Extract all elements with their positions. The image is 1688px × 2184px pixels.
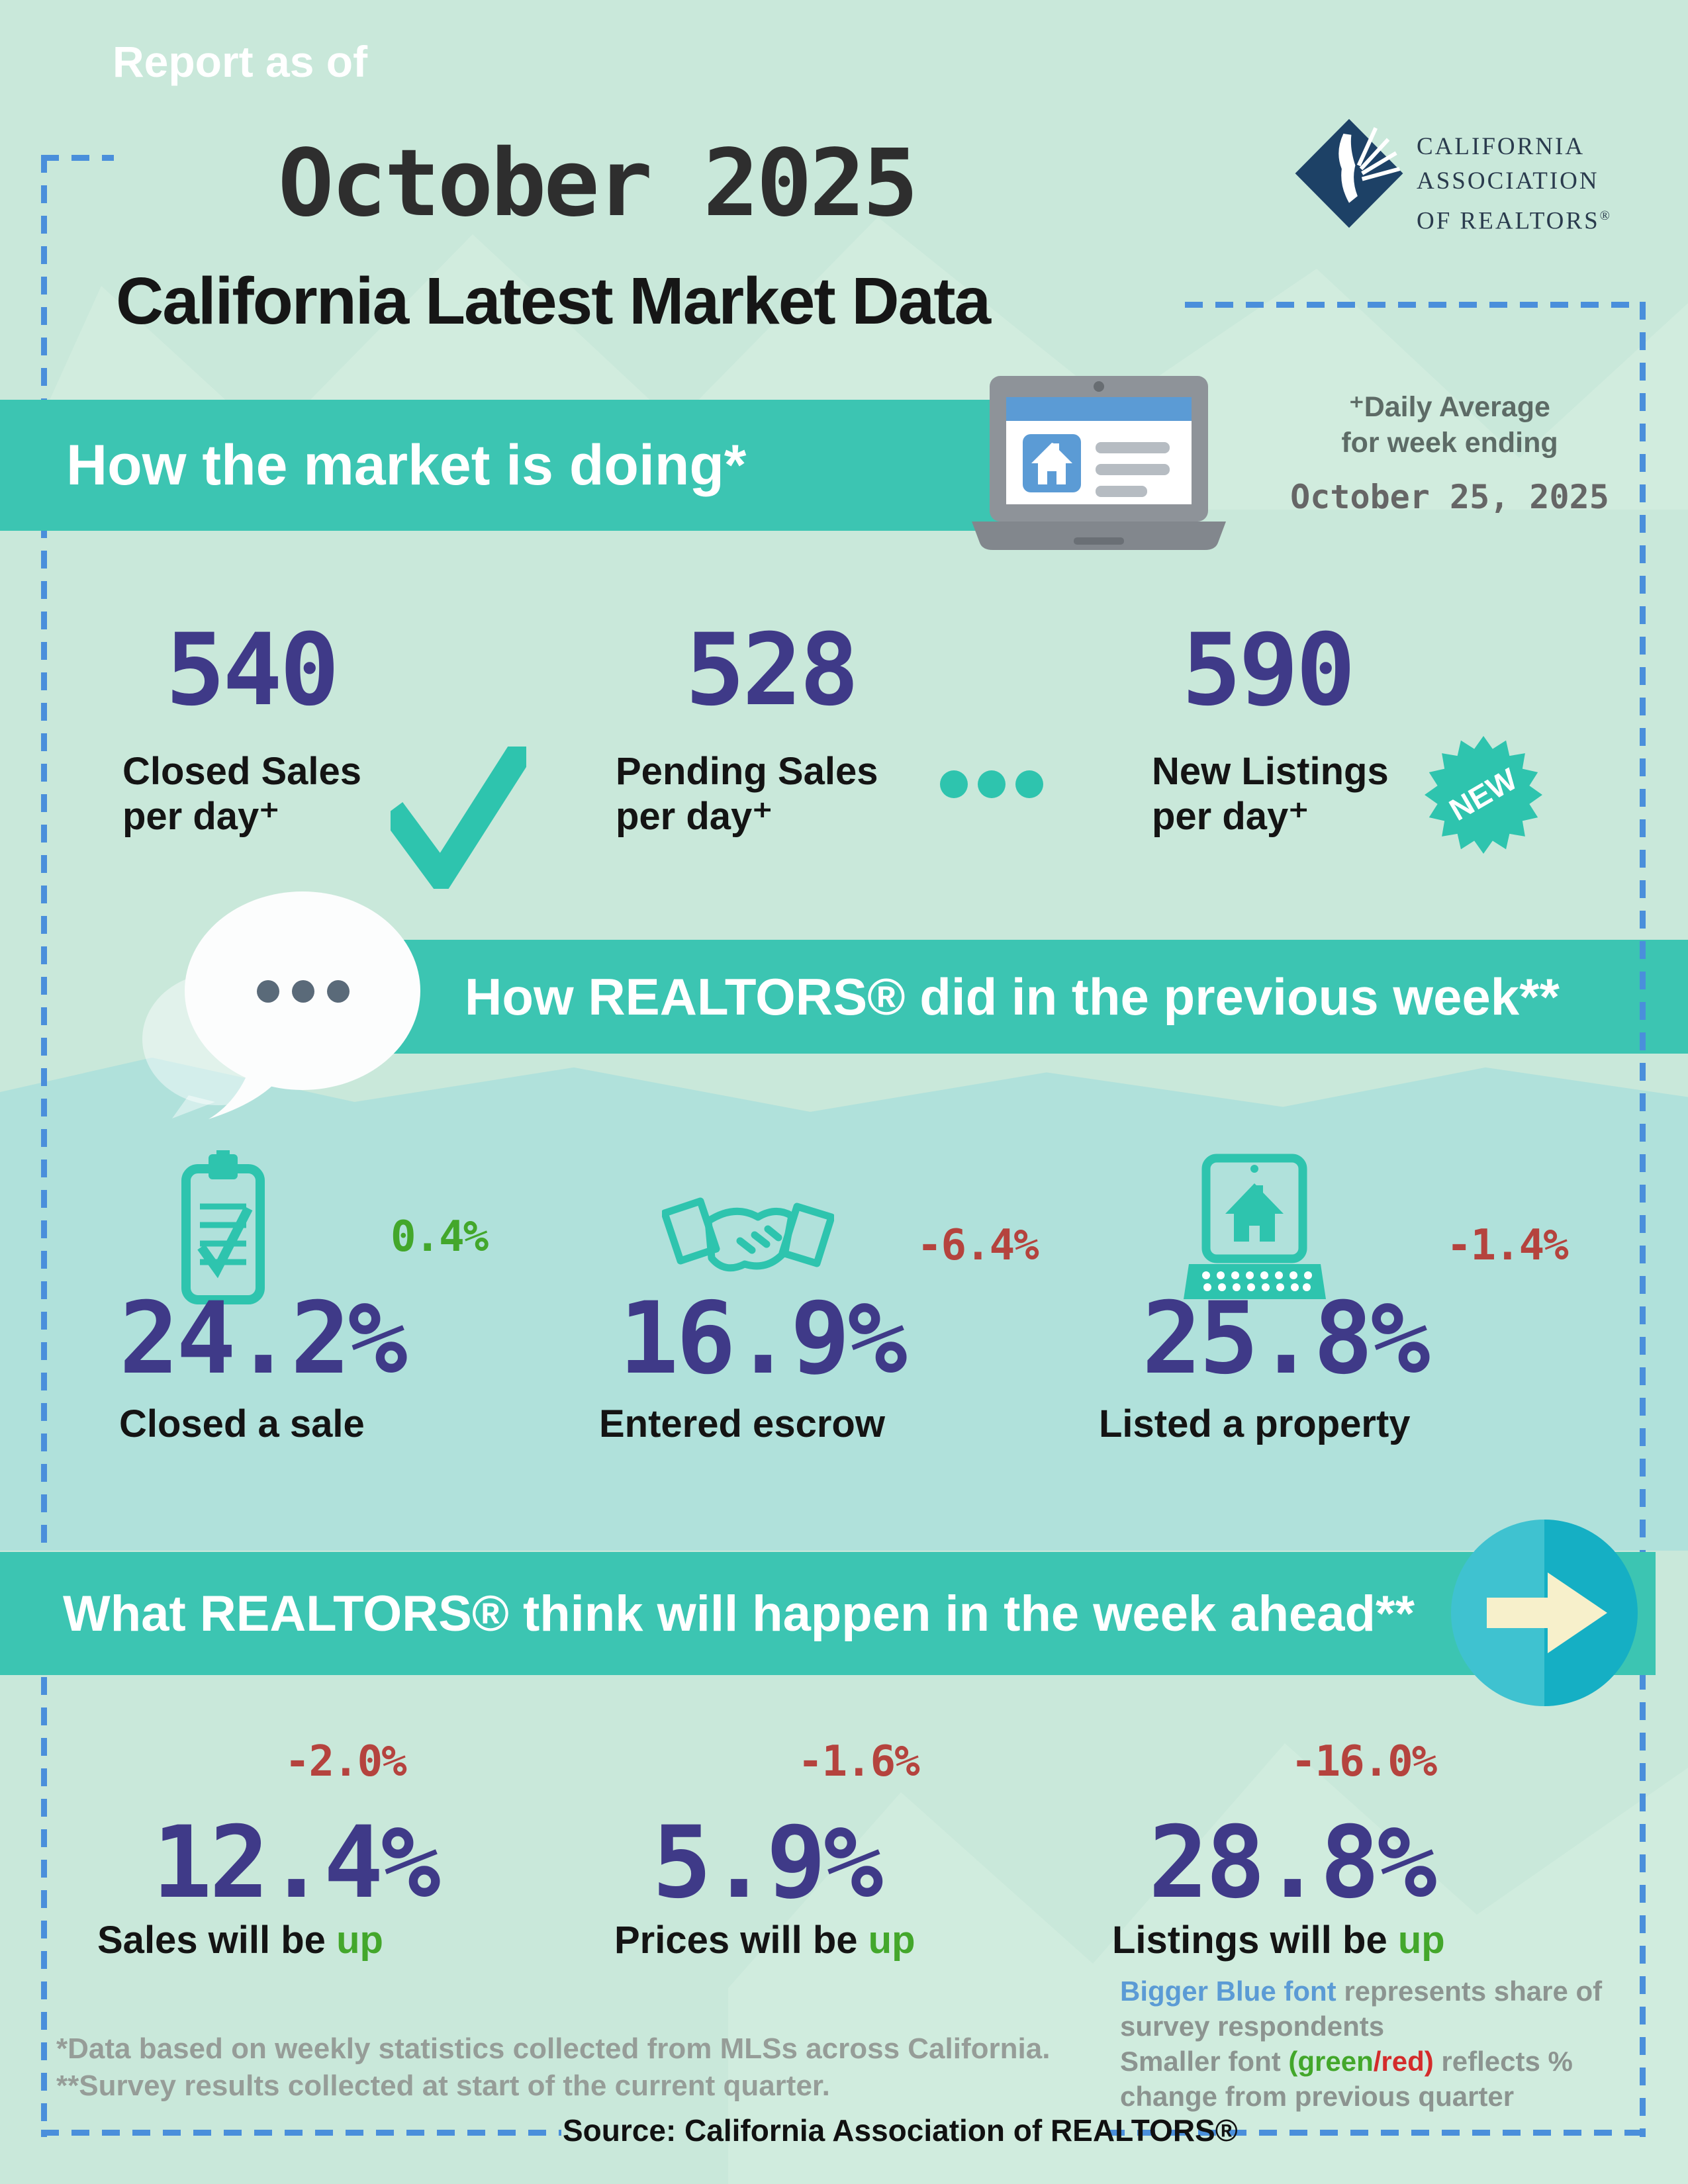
registered-mark: ® [1599,208,1612,223]
footnote-1: *Data based on weekly statistics collect… [56,2032,1051,2065]
speech-bubbles-icon [142,891,420,1119]
dashed-border-right [1640,302,1646,2137]
banner-how-realtors-did: How REALTORS® did in the previous week** [291,940,1688,1054]
week-ending-date: October 25, 2025 [1290,478,1609,516]
legend-line-2: survey respondents [1120,2011,1385,2042]
legend-line-1: Bigger Blue font represents share of [1120,1976,1603,2007]
arrow-right-icon [1451,1520,1638,1706]
sales-outlook-value: 12.4% [152,1805,441,1921]
car-logo-text: CALIFORNIA ASSOCIATION OF REALTORS® [1417,130,1612,238]
closed-sales-per-day-value: 540 [165,613,340,728]
legend: Bigger Blue font represents share of sur… [1120,1974,1610,2114]
daily-average-note: ⁺Daily Average for week ending [1284,389,1615,461]
banner-week-ahead-label: What REALTORS® think will happen in the … [63,1585,1415,1642]
background-band-middle [0,1058,1688,1551]
footnotes: *Data based on weekly statistics collect… [56,2030,1050,2105]
listings-outlook-change: -16.0% [1291,1737,1437,1786]
sales-up-word: up [336,1919,383,1962]
legend-line-4: change from previous quarter [1120,2081,1515,2112]
page-title: California Latest Market Data [116,264,991,338]
closed-a-sale-change: 0.4% [391,1212,489,1261]
legend-green-text: (green [1288,2046,1374,2077]
footnote-2: **Survey results collected at start of t… [56,2070,830,2102]
entered-escrow-value: 16.9% [619,1281,908,1396]
daily-average-line2: for week ending [1341,427,1558,459]
entered-escrow-label: Entered escrow [599,1402,885,1445]
prices-outlook-change: -1.6% [798,1737,920,1786]
legend-red-text: /red) [1373,2046,1434,2077]
checkmark-icon [391,747,526,889]
listings-up-word: up [1397,1919,1445,1962]
source-line: Source: California Association of REALTO… [563,2113,1238,2148]
new-listings-per-day-value: 590 [1182,613,1356,728]
dashed-border-bottom-right [1107,2130,1646,2136]
logo-line-2: ASSOCIATION [1417,167,1599,195]
prices-outlook-label: Prices will be up [614,1919,915,1962]
new-listings-per-day-label: New Listings per day⁺ [1152,750,1389,838]
entered-escrow-change: -6.4% [917,1221,1039,1270]
prices-outlook-value: 5.9% [652,1805,883,1921]
banner-how-market-is-doing: How the market is doing* [0,400,1054,531]
pending-sales-per-day-value: 528 [685,613,859,728]
ellipsis-icon [940,770,1043,798]
clipboard-icon [181,1150,265,1304]
laptop-illustration-icon [972,376,1226,550]
prices-up-word: up [868,1919,915,1962]
banner-week-ahead: What REALTORS® think will happen in the … [0,1552,1656,1675]
legend-line-3: Smaller font (green/red) reflects % [1120,2046,1573,2077]
dashed-border-bottom-left [41,2130,561,2136]
legend-blue-text: Bigger Blue font [1120,1976,1336,2007]
listings-outlook-label: Listings will be up [1112,1919,1445,1962]
report-as-of-label: Report as of [113,37,368,86]
listed-a-property-label: Listed a property [1099,1402,1411,1445]
closed-sales-per-day-label: Closed Sales per day⁺ [122,750,362,838]
laptop-house-icon [1184,1154,1326,1299]
car-logo-icon [1295,118,1403,228]
pending-sales-per-day-label: Pending Sales per day⁺ [616,750,878,838]
logo-line-1: CALIFORNIA [1417,133,1585,160]
dashed-border-left [41,155,47,2137]
sales-outlook-change: -2.0% [285,1737,407,1786]
listed-a-property-change: -1.4% [1446,1221,1569,1270]
handshake-icon [662,1197,834,1272]
logo-line-3: OF REALTORS® [1417,207,1612,235]
daily-average-line1: ⁺Daily Average [1349,391,1550,423]
closed-a-sale-label: Closed a sale [119,1402,365,1445]
banner-how-realtors-did-label: How REALTORS® did in the previous week** [465,967,1560,1026]
listed-a-property-value: 25.8% [1142,1281,1430,1396]
report-month-title: October 2025 [278,130,918,238]
new-badge: NEW [1425,736,1542,854]
closed-a-sale-value: 24.2% [119,1281,408,1396]
dashed-border-top-right [1185,302,1646,308]
listings-outlook-value: 28.8% [1149,1805,1437,1921]
dashed-border-top-left [41,155,114,161]
sales-outlook-label: Sales will be up [97,1919,383,1962]
banner-how-market-is-doing-label: How the market is doing* [66,433,747,497]
